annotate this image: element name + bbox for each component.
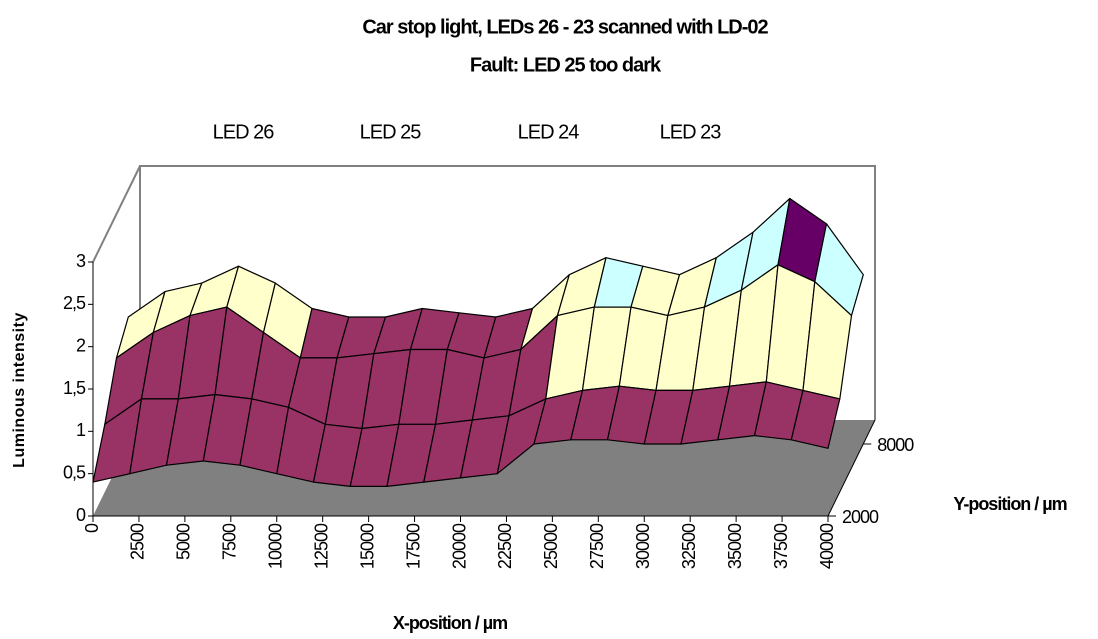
- x-tick-label: 7500: [220, 523, 240, 560]
- x-tick-label: 12500: [311, 523, 331, 569]
- x-axis-title: X-position / µm: [393, 613, 507, 633]
- x-tick-label: 37500: [771, 523, 791, 569]
- z-tick-label: 1: [76, 420, 86, 440]
- led-label: LED 24: [518, 121, 580, 143]
- side-wall-edge: [92, 165, 141, 263]
- led-label: LED 23: [660, 121, 722, 143]
- back-wall: [139, 165, 876, 420]
- y-tick-label: 2000: [842, 507, 879, 527]
- x-tick-label: 10000: [266, 523, 286, 569]
- chart-subtitle: Fault: LED 25 too dark: [470, 54, 662, 76]
- x-tick-label: 22500: [495, 523, 515, 569]
- x-tick-label: 0: [82, 523, 102, 533]
- z-tick-label: 2,5: [63, 293, 86, 313]
- x-tick-label: 30000: [633, 523, 653, 569]
- x-tick-label: 27500: [587, 523, 607, 569]
- z-axis-title: Luminous intensity: [11, 312, 28, 468]
- z-tick-label: 0,5: [63, 462, 86, 482]
- chart-title: Car stop light, LEDs 26 - 23 scanned wit…: [362, 16, 768, 38]
- led-label: LED 25: [360, 121, 422, 143]
- z-tick-label: 0: [76, 505, 86, 525]
- z-tick-label: 3: [76, 251, 86, 271]
- x-tick-label: 17500: [403, 523, 423, 569]
- y-axis-title: Y-position / µm: [953, 494, 1066, 514]
- z-tick-label: 2: [76, 335, 86, 355]
- surface-patch: [790, 389, 841, 449]
- x-tick-label: 15000: [357, 523, 377, 569]
- z-tick-label: 1,5: [63, 378, 86, 398]
- x-tick-label: 35000: [725, 523, 745, 569]
- x-tick-label: 2500: [128, 523, 148, 560]
- led-label: LED 26: [213, 121, 275, 143]
- x-tick-label: 32500: [679, 523, 699, 569]
- x-tick-label: 40000: [817, 523, 837, 569]
- y-tick-label: 8000: [877, 435, 914, 455]
- x-tick-label: 5000: [174, 523, 194, 560]
- y-axis: [827, 419, 876, 517]
- x-tick-label: 20000: [449, 523, 469, 569]
- x-tick-label: 25000: [541, 523, 561, 569]
